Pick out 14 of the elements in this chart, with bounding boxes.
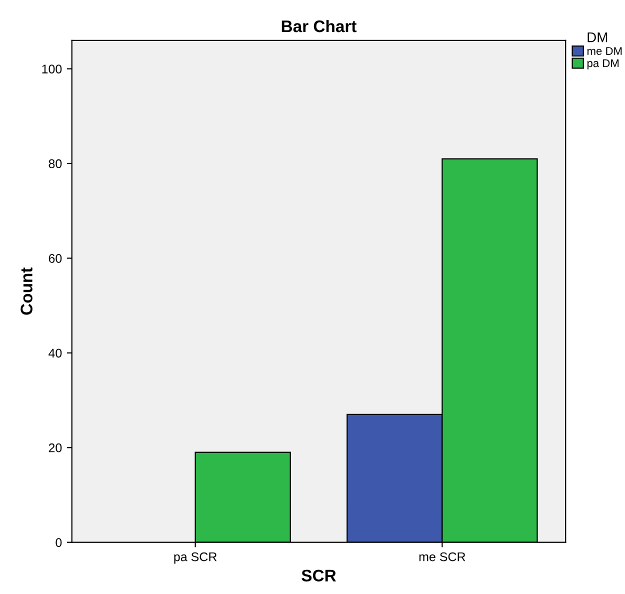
- chart-title: Bar Chart: [282, 20, 357, 32]
- y-tick-label: 60: [48, 254, 62, 263]
- legend-title: DM: [588, 32, 608, 42]
- y-tick-label: 40: [48, 348, 62, 358]
- y-tick-label: 100: [42, 64, 62, 74]
- x-axis-title: SCR: [302, 570, 336, 582]
- x-tick-label: pa SCR: [174, 552, 217, 564]
- y-tick-label: 80: [48, 159, 62, 168]
- legend-label: me DM: [587, 47, 622, 55]
- y-axis-title: Count: [20, 267, 32, 315]
- y-tick-label: 20: [48, 443, 62, 452]
- y-tick-label: 0: [56, 538, 62, 547]
- x-tick-label: me SCR: [419, 552, 466, 562]
- legend-label: pa DM: [587, 59, 619, 70]
